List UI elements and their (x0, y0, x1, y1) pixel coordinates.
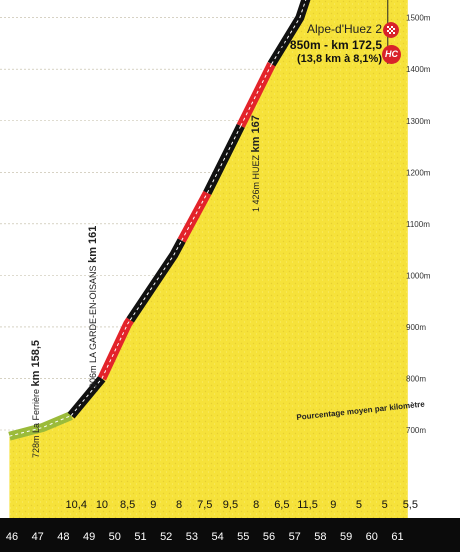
checkered-flag-icon (383, 22, 399, 38)
waypoint-km: km 161 (87, 225, 99, 263)
y-axis-ticks: 700m 800m 900m 1000m 1100m 1200m 1300m 1400m 150… (406, 14, 431, 435)
y-tick-label: 900m (406, 323, 426, 332)
x-tick-label: 47 (32, 531, 44, 543)
grade-label: 9,5 (223, 499, 238, 511)
profile-ribbon (8, 0, 311, 441)
x-tick-label: 57 (289, 531, 301, 543)
grade-label: 9 (150, 499, 156, 511)
x-axis-ticks: 46 47 48 49 50 51 52 53 54 55 56 57 58 59 60 61 (6, 531, 404, 543)
x-tick-label: 54 (211, 531, 223, 543)
grade-label: 8,5 (120, 499, 135, 511)
grade-label: 10,4 (66, 499, 87, 511)
x-tick-label: 56 (263, 531, 275, 543)
y-tick-label: 700m (406, 426, 426, 435)
bottom-band (0, 518, 460, 552)
x-tick-label: 55 (237, 531, 249, 543)
x-tick-label: 49 (83, 531, 95, 543)
ribbon-centerline (129, 240, 183, 321)
x-tick-label: 46 (6, 531, 18, 543)
profile-area (9, 0, 408, 518)
waypoint-la-garde: 906m LA GARDE-EN-OISANS km 161 (87, 226, 99, 388)
y-tick-label: 1100m (406, 220, 430, 229)
x-tick-label: 53 (186, 531, 198, 543)
y-tick-label: 1400m (406, 65, 431, 74)
y-tick-label: 1200m (406, 168, 431, 177)
y-tick-label: 800m (406, 374, 426, 383)
ribbon-segment (267, 0, 311, 67)
grade-label: 8 (253, 499, 259, 511)
waypoint-altitude: 1 426m (251, 181, 261, 212)
profile-texture (9, 0, 408, 518)
grade-label: 10 (96, 499, 108, 511)
hc-category-icon: HC (382, 45, 401, 64)
summit-climb-stats: (13,8 km à 8,1%) (297, 53, 382, 65)
x-tick-label: 61 (391, 531, 403, 543)
grade-label: 11,5 (297, 499, 318, 511)
grade-label: 9 (330, 499, 336, 511)
waypoint-name: HUEZ (251, 154, 261, 180)
grade-label: 6,5 (274, 499, 289, 511)
summit-name: Alpe-d'Huez 2 (307, 22, 382, 36)
y-tick-label: 1500m (406, 14, 431, 23)
ribbon-segment (236, 62, 276, 128)
x-tick-label: 58 (314, 531, 326, 543)
ribbon-centerline (101, 319, 131, 379)
grade-label: 5,5 (403, 499, 418, 511)
waypoint-km: km 158,5 (30, 339, 42, 387)
grade-label: 8 (176, 499, 182, 511)
waypoint-huez: 1 426m HUEZ km 167 (250, 115, 262, 212)
summit-km-line: 1 850m - km 172,5 (279, 38, 382, 52)
waypoint-km: km 167 (250, 115, 262, 153)
waypoint-name: LA GARDE-EN-OISANS (88, 265, 98, 363)
waypoint-altitude: 728m (31, 435, 41, 458)
waypoint-altitude: 906m (88, 365, 98, 388)
x-tick-label: 59 (340, 531, 352, 543)
waypoint-name: La Ferrière (31, 388, 41, 433)
x-tick-label: 52 (160, 531, 172, 543)
x-tick-label: 50 (109, 531, 121, 543)
grade-label: 5 (356, 499, 362, 511)
grade-label: 5 (382, 499, 388, 511)
x-tick-label: 60 (366, 531, 378, 543)
grade-label: 7,5 (197, 499, 212, 511)
x-tick-label: 48 (57, 531, 69, 543)
x-tick-label: 51 (134, 531, 146, 543)
y-tick-label: 1000m (406, 271, 431, 280)
ribbon-centerline (206, 125, 242, 194)
ribbon-centerline (70, 378, 103, 416)
waypoint-la-ferriere: 728m La Ferrière km 158,5 (30, 340, 42, 458)
segment-grades: 10,4 10 8,5 9 8 7,5 9,5 8 6,5 11,5 9 5 5 5,5 (66, 499, 418, 511)
ribbon-segment (177, 190, 212, 243)
y-tick-label: 1300m (406, 117, 431, 126)
ribbon-centerline (9, 415, 72, 437)
